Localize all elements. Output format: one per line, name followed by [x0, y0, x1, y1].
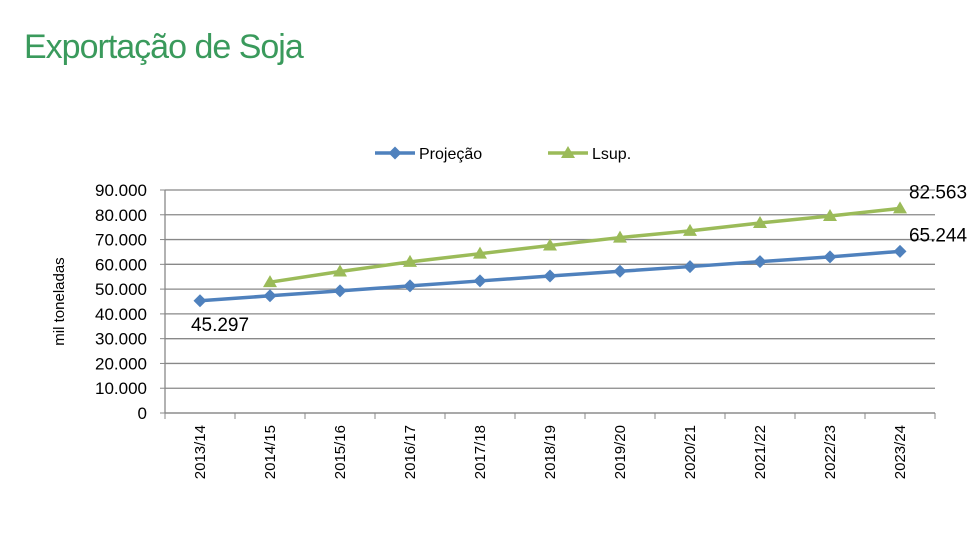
- x-tick-label: 2020/21: [682, 425, 699, 479]
- y-tick-label: 70.000: [95, 231, 147, 250]
- y-tick-label: 50.000: [95, 280, 147, 299]
- y-tick-label: 90.000: [95, 181, 147, 200]
- legend-label: Projeção: [419, 146, 482, 163]
- marker-triangle: [333, 264, 347, 277]
- marker-triangle: [473, 246, 487, 259]
- marker-diamond: [473, 274, 487, 288]
- marker-triangle: [543, 238, 557, 251]
- marker-diamond: [403, 279, 417, 293]
- y-tick-label: 40.000: [95, 305, 147, 324]
- marker-diamond: [753, 255, 767, 269]
- x-tick-label: 2017/18: [472, 425, 489, 479]
- marker-triangle: [263, 275, 277, 288]
- marker-diamond: [893, 244, 907, 258]
- marker-triangle: [613, 230, 627, 243]
- legend-label: Lsup.: [592, 146, 631, 163]
- y-tick-label: 0: [138, 404, 147, 423]
- x-tick-label: 2023/24: [892, 425, 909, 479]
- marker-diamond: [388, 146, 402, 160]
- x-tick-label: 2019/20: [612, 425, 629, 479]
- marker-diamond: [263, 289, 277, 303]
- y-tick-label: 80.000: [95, 206, 147, 225]
- series-line: [269, 206, 901, 284]
- page-title: Exportação de Soja: [24, 28, 304, 66]
- data-label: 45.297: [191, 315, 249, 336]
- x-tick-label: 2015/16: [332, 425, 349, 479]
- marker-diamond: [193, 294, 207, 308]
- marker-triangle: [893, 201, 907, 214]
- y-tick-label: 30.000: [95, 330, 147, 349]
- marker-diamond: [683, 260, 697, 274]
- marker-triangle: [683, 223, 697, 236]
- marker-diamond: [823, 250, 837, 264]
- marker-triangle: [561, 146, 575, 158]
- x-tick-label: 2016/17: [402, 425, 419, 479]
- x-tick-label: 2021/22: [752, 425, 769, 479]
- marker-diamond: [613, 264, 627, 278]
- marker-triangle: [403, 254, 417, 267]
- x-tick-label: 2013/14: [192, 425, 209, 479]
- marker-diamond: [543, 269, 557, 283]
- data-label: 65.244: [909, 225, 968, 246]
- y-axis-label: mil toneladas: [51, 257, 68, 345]
- y-tick-label: 10.000: [95, 379, 147, 398]
- y-tick-label: 60.000: [95, 255, 147, 274]
- marker-triangle: [823, 209, 837, 222]
- x-tick-label: 2014/15: [262, 425, 279, 479]
- marker-diamond: [333, 284, 347, 298]
- x-tick-label: 2018/19: [542, 425, 559, 479]
- x-tick-label: 2022/23: [822, 425, 839, 479]
- data-label: 82.563: [909, 182, 967, 203]
- marker-triangle: [753, 215, 767, 228]
- y-tick-label: 20.000: [95, 354, 147, 373]
